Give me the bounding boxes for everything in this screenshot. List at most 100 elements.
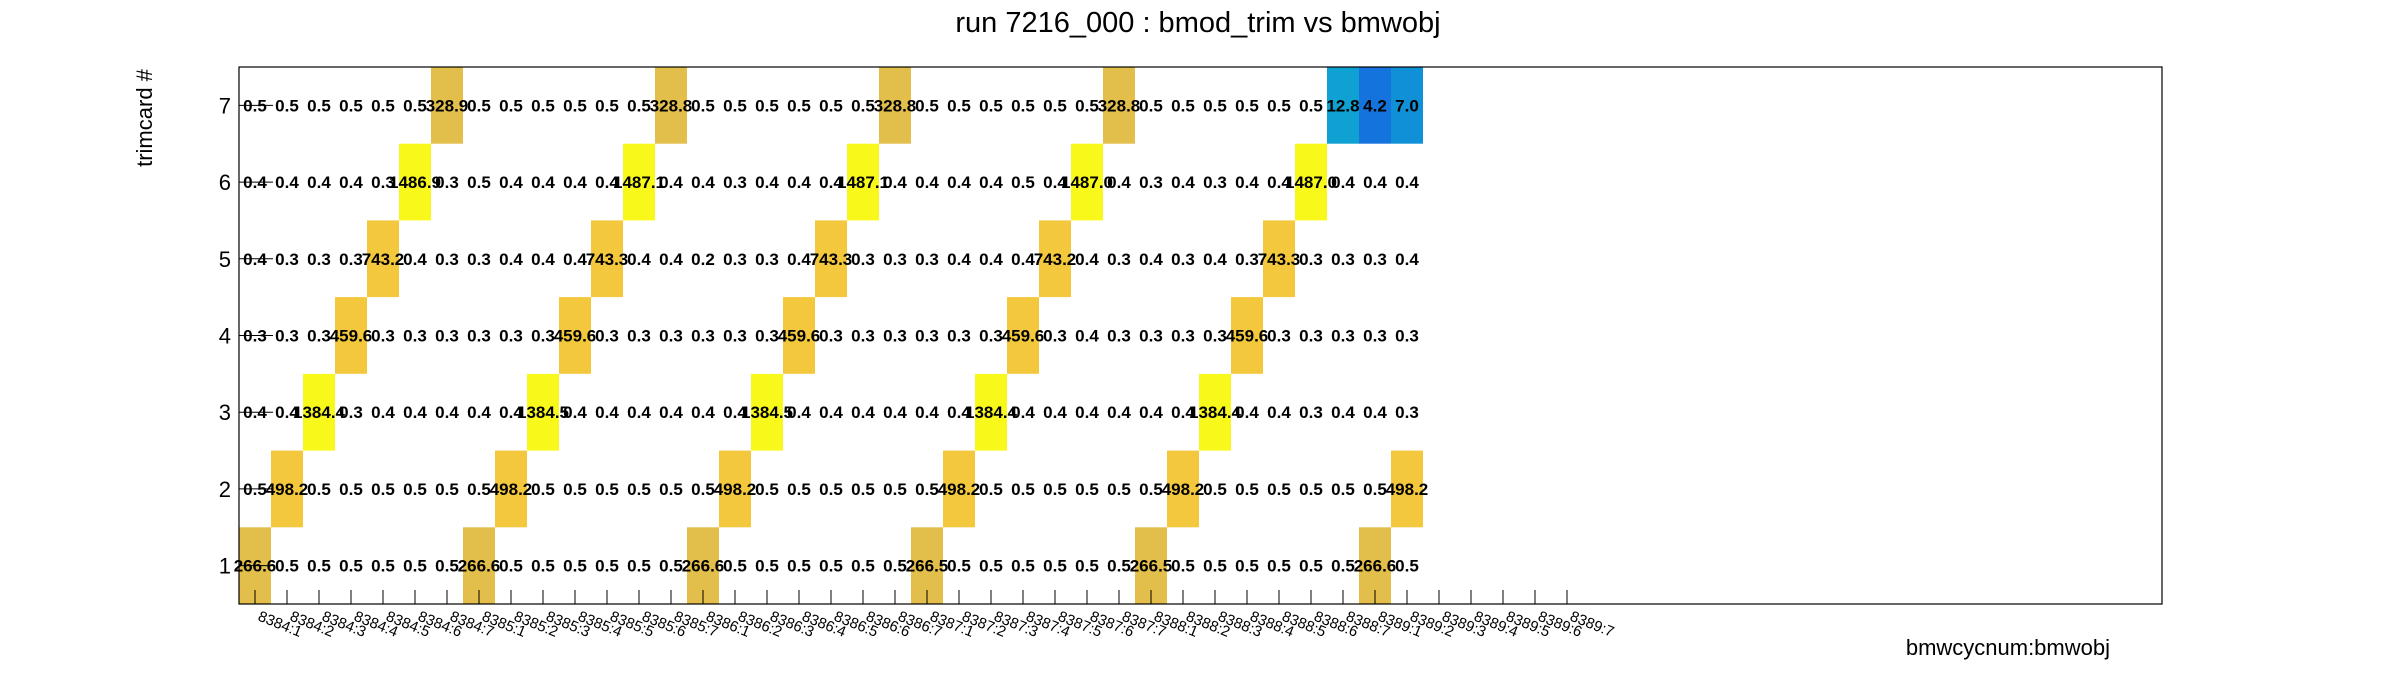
cell-value-label: 498.2 bbox=[938, 480, 981, 499]
cell-value-label: 1486.9 bbox=[389, 173, 441, 192]
plot-frame bbox=[238, 66, 2163, 605]
cell-value-label: 328.8 bbox=[650, 96, 693, 115]
cell-value-label: 0.4 bbox=[1331, 173, 1355, 192]
cell-value-label: 0.5 bbox=[851, 480, 875, 499]
cell-value-label: 0.4 bbox=[627, 250, 651, 269]
heatmap-cell bbox=[1199, 373, 1231, 451]
cell-value-label: 0.5 bbox=[499, 557, 523, 576]
cell-value-label: 0.5 bbox=[787, 480, 811, 499]
cell-value-label: 0.5 bbox=[371, 480, 395, 499]
cell-value-label: 0.4 bbox=[915, 173, 939, 192]
cell-value-label: 0.5 bbox=[275, 96, 299, 115]
heatmap-cell bbox=[495, 450, 527, 528]
cell-value-label: 0.4 bbox=[723, 403, 747, 422]
cell-value-label: 0.4 bbox=[691, 173, 715, 192]
cell-value-label: 0.4 bbox=[1139, 403, 1163, 422]
cell-value-label: 0.3 bbox=[371, 327, 395, 346]
cell-value-label: 743.2 bbox=[1034, 250, 1077, 269]
heatmap-cell bbox=[1167, 450, 1199, 528]
cell-value-label: 0.4 bbox=[947, 173, 971, 192]
cell-value-label: 0.5 bbox=[915, 480, 939, 499]
cell-value-label: 0.5 bbox=[979, 480, 1003, 499]
cell-value-label: 0.4 bbox=[1267, 403, 1291, 422]
cell-value-label: 0.3 bbox=[1331, 250, 1355, 269]
cell-value-label: 0.4 bbox=[403, 403, 427, 422]
cell-value-label: 0.3 bbox=[627, 327, 651, 346]
cell-value-label: 0.5 bbox=[915, 96, 939, 115]
cell-value-label: 0.5 bbox=[787, 96, 811, 115]
cell-value-label: 0.4 bbox=[851, 403, 875, 422]
y-tick-label: 7 bbox=[219, 93, 231, 118]
y-tick-label: 4 bbox=[219, 324, 231, 349]
cell-value-label: 0.3 bbox=[1395, 327, 1419, 346]
cell-value-label: 0.3 bbox=[755, 250, 779, 269]
cell-value-label: 0.3 bbox=[339, 403, 363, 422]
cell-value-label: 0.5 bbox=[403, 557, 427, 576]
cell-value-label: 0.5 bbox=[1395, 557, 1419, 576]
cell-value-label: 0.5 bbox=[1235, 480, 1259, 499]
cell-value-label: 0.4 bbox=[403, 250, 427, 269]
heatmap-cell bbox=[431, 67, 463, 144]
cell-value-label: 0.3 bbox=[1331, 327, 1355, 346]
cell-value-label: 0.5 bbox=[403, 96, 427, 115]
cell-value-label: 0.3 bbox=[1267, 327, 1291, 346]
heatmap-cell bbox=[847, 143, 879, 221]
cell-value-label: 0.3 bbox=[947, 327, 971, 346]
cell-value-label: 0.3 bbox=[499, 327, 523, 346]
cell-value-label: 12.8 bbox=[1326, 96, 1359, 115]
heatmap-cell bbox=[623, 143, 655, 221]
cell-value-label: 0.5 bbox=[1203, 96, 1227, 115]
cell-value-label: 0.3 bbox=[723, 327, 747, 346]
cell-value-label: 0.5 bbox=[1331, 557, 1355, 576]
cell-value-label: 0.5 bbox=[1043, 557, 1067, 576]
cell-value-label: 498.2 bbox=[266, 480, 309, 499]
cell-value-label: 0.5 bbox=[755, 96, 779, 115]
cell-value-label: 0.5 bbox=[723, 96, 747, 115]
cell-value-label: 459.6 bbox=[778, 327, 821, 346]
cell-value-label: 0.3 bbox=[1139, 173, 1163, 192]
cell-value-label: 0.3 bbox=[275, 250, 299, 269]
x-axis-title: bmwcycnum:bmwobj bbox=[1906, 635, 2110, 660]
cell-value-label: 0.5 bbox=[563, 480, 587, 499]
cell-value-label: 0.5 bbox=[723, 557, 747, 576]
cell-value-label: 0.4 bbox=[275, 173, 299, 192]
cell-value-label: 0.4 bbox=[883, 403, 907, 422]
cell-value-label: 0.4 bbox=[787, 250, 811, 269]
cell-value-label: 0.3 bbox=[1395, 403, 1419, 422]
cell-value-label: 0.5 bbox=[1363, 480, 1387, 499]
cell-value-label: 0.5 bbox=[947, 557, 971, 576]
heatmap-cell bbox=[751, 373, 783, 451]
cell-value-label: 0.3 bbox=[1139, 327, 1163, 346]
cell-value-label: 0.3 bbox=[883, 250, 907, 269]
cell-value-label: 0.4 bbox=[787, 173, 811, 192]
cell-value-label: 0.5 bbox=[1203, 557, 1227, 576]
cell-value-label: 0.3 bbox=[1171, 250, 1195, 269]
cell-value-label: 0.5 bbox=[691, 480, 715, 499]
cell-value-label: 0.4 bbox=[595, 173, 619, 192]
cell-value-label: 0.3 bbox=[979, 327, 1003, 346]
cell-value-label: 0.3 bbox=[723, 173, 747, 192]
cell-value-label: 0.5 bbox=[1107, 557, 1131, 576]
cell-value-label: 0.5 bbox=[883, 557, 907, 576]
cell-value-label: 1487.1 bbox=[837, 173, 889, 192]
cell-value-label: 0.5 bbox=[691, 96, 715, 115]
cell-value-label: 0.5 bbox=[531, 96, 555, 115]
cell-value-label: 0.5 bbox=[1299, 557, 1323, 576]
cell-value-label: 0.5 bbox=[755, 557, 779, 576]
cell-value-label: 0.5 bbox=[1299, 480, 1323, 499]
cell-value-label: 0.5 bbox=[1235, 96, 1259, 115]
cell-value-label: 0.4 bbox=[531, 250, 555, 269]
cell-value-label: 0.5 bbox=[627, 96, 651, 115]
heatmap-cell bbox=[1327, 67, 1359, 144]
cell-value-label: 0.3 bbox=[435, 327, 459, 346]
cell-value-label: 498.2 bbox=[1386, 480, 1429, 499]
heatmap-cell bbox=[943, 450, 975, 528]
heatmap-cell bbox=[271, 450, 303, 528]
heatmap-cell bbox=[1231, 297, 1263, 374]
cell-value-label: 0.3 bbox=[435, 173, 459, 192]
cell-value-label: 0.3 bbox=[819, 327, 843, 346]
heatmap-cell bbox=[303, 373, 335, 451]
cell-value-label: 0.5 bbox=[659, 557, 683, 576]
cell-value-label: 266.5 bbox=[1130, 557, 1173, 576]
cell-value-label: 0.5 bbox=[275, 557, 299, 576]
